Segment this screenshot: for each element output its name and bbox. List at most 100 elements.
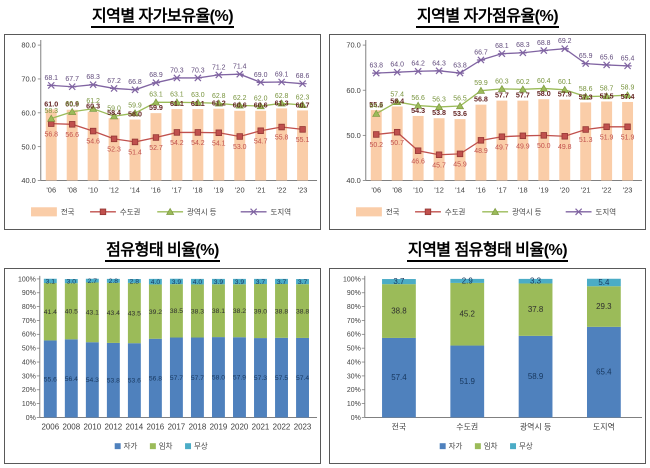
svg-text:임차: 임차 [159, 442, 173, 451]
svg-text:61.1: 61.1 [191, 99, 205, 108]
svg-text:51.3: 51.3 [579, 137, 593, 144]
svg-text:56.8: 56.8 [474, 95, 488, 104]
svg-text:60.7: 60.7 [296, 100, 310, 109]
svg-text:58.9: 58.9 [621, 85, 635, 92]
svg-text:61.3: 61.3 [275, 98, 289, 107]
svg-text:40%: 40% [22, 359, 36, 366]
svg-text:2.8: 2.8 [109, 278, 119, 285]
svg-text:70.3: 70.3 [191, 67, 205, 74]
svg-text:38.8: 38.8 [296, 308, 309, 315]
svg-text:56.6: 56.6 [65, 132, 79, 139]
svg-text:'21: '21 [581, 186, 591, 195]
svg-text:3.7: 3.7 [277, 279, 287, 286]
svg-text:도지역: 도지역 [271, 207, 292, 217]
chart-title-tenure-ratio: 점유형태 비율(%) [4, 240, 321, 264]
svg-text:'20: '20 [235, 186, 245, 195]
svg-text:64.0: 64.0 [390, 62, 404, 69]
svg-text:45.2: 45.2 [460, 310, 475, 319]
svg-text:58.6: 58.6 [579, 86, 593, 93]
svg-text:61.1: 61.1 [170, 99, 184, 108]
svg-text:50.7: 50.7 [390, 140, 404, 147]
svg-text:60.3: 60.3 [86, 102, 100, 111]
svg-text:49.8: 49.8 [558, 144, 572, 151]
svg-text:57.4: 57.4 [296, 375, 309, 382]
svg-text:50.0: 50.0 [346, 131, 360, 140]
svg-text:37.8: 37.8 [528, 305, 544, 314]
svg-text:2014: 2014 [126, 422, 144, 431]
svg-text:69.2: 69.2 [558, 38, 572, 45]
svg-text:56.5: 56.5 [453, 95, 467, 102]
svg-text:53.8: 53.8 [107, 378, 120, 385]
chart-title-ownership-rate: 지역별 자가보유율(%) [4, 6, 321, 30]
svg-text:57.9: 57.9 [233, 375, 246, 382]
svg-text:69.0: 69.0 [254, 72, 268, 79]
svg-text:90%: 90% [347, 290, 361, 297]
svg-text:50.0: 50.0 [537, 143, 551, 150]
svg-text:3.1: 3.1 [46, 278, 56, 285]
svg-text:70.0: 70.0 [346, 41, 360, 50]
svg-text:67.2: 67.2 [107, 78, 121, 85]
svg-text:54.2: 54.2 [191, 140, 205, 147]
chart-canvas-ownership-rate: 80.0 70.0 60.0 50.0 40.0 61.0 60.9 60.3 58.4 58.0… [4, 34, 321, 230]
svg-text:51.4: 51.4 [128, 150, 142, 157]
svg-text:45.9: 45.9 [453, 161, 467, 168]
svg-text:80%: 80% [347, 304, 361, 311]
svg-text:56.4: 56.4 [65, 376, 78, 383]
svg-text:전국: 전국 [392, 421, 407, 431]
svg-text:임차: 임차 [484, 442, 498, 451]
svg-text:56.3: 56.3 [432, 96, 446, 103]
svg-text:무상: 무상 [519, 441, 533, 451]
svg-text:'12: '12 [109, 186, 119, 195]
ownership-rate-chart-svg: 80.070.060.050.040.061.0 60.9 60.358.4 58.0… [21, 40, 318, 217]
svg-text:'17: '17 [172, 186, 182, 195]
svg-text:2018: 2018 [189, 422, 207, 431]
svg-text:50%: 50% [347, 346, 361, 353]
svg-text:'10: '10 [413, 186, 423, 195]
svg-text:63.0: 63.0 [191, 92, 205, 99]
svg-text:'10: '10 [88, 186, 98, 195]
svg-text:61.0: 61.0 [44, 99, 58, 108]
svg-text:51.9: 51.9 [600, 134, 614, 141]
svg-text:58.4: 58.4 [107, 108, 121, 117]
svg-text:'19: '19 [214, 186, 224, 195]
svg-text:'14: '14 [455, 186, 465, 195]
svg-text:62.2: 62.2 [233, 95, 247, 102]
svg-text:64.3: 64.3 [432, 60, 446, 67]
svg-text:'08: '08 [392, 186, 402, 195]
svg-text:43.5: 43.5 [128, 310, 141, 317]
svg-text:100%: 100% [343, 276, 361, 283]
svg-text:57.7: 57.7 [191, 375, 204, 382]
svg-text:65.4: 65.4 [621, 55, 635, 62]
svg-text:39.2: 39.2 [149, 309, 162, 316]
svg-text:55.1: 55.1 [296, 137, 310, 144]
svg-text:'18: '18 [193, 186, 203, 195]
chart-panel-occupancy-rate: 지역별 자가점유율(%) 70.0 60.0 50.0 40.0 55.6 56.4 54.… [325, 0, 650, 234]
svg-text:38.2: 38.2 [233, 308, 246, 315]
svg-text:68.3: 68.3 [516, 42, 530, 49]
svg-text:52.7: 52.7 [149, 145, 163, 152]
svg-text:65.4: 65.4 [596, 368, 612, 377]
svg-text:58.0: 58.0 [128, 109, 142, 118]
svg-text:39.0: 39.0 [254, 308, 267, 315]
svg-text:3.0: 3.0 [67, 279, 77, 286]
chart-title-tenure-ratio-by-region: 지역별 점유형태 비율(%) [329, 240, 646, 264]
svg-text:59.9: 59.9 [128, 103, 142, 110]
svg-text:56.6: 56.6 [411, 95, 425, 102]
svg-text:3.7: 3.7 [393, 277, 404, 286]
svg-text:57.4: 57.4 [621, 92, 635, 101]
svg-text:63.1: 63.1 [149, 92, 163, 99]
svg-text:58.0: 58.0 [537, 89, 551, 98]
svg-text:3.9: 3.9 [235, 279, 245, 286]
svg-text:63.8: 63.8 [369, 62, 383, 69]
chart-title-text: 지역별 자가점유율(%) [415, 8, 560, 28]
svg-text:57.4: 57.4 [391, 373, 407, 382]
svg-text:'23: '23 [298, 186, 308, 195]
svg-text:2019: 2019 [210, 422, 228, 431]
svg-text:65.6: 65.6 [600, 54, 614, 61]
chart-panel-ownership-rate: 지역별 자가보유율(%) 80.0 70.0 60.0 50.0 40.0 61.0 60.… [0, 0, 325, 234]
svg-text:30%: 30% [22, 373, 36, 380]
svg-text:70%: 70% [347, 318, 361, 325]
svg-text:60%: 60% [347, 332, 361, 339]
svg-text:60.0: 60.0 [21, 108, 35, 117]
svg-text:60.9: 60.9 [65, 100, 79, 109]
